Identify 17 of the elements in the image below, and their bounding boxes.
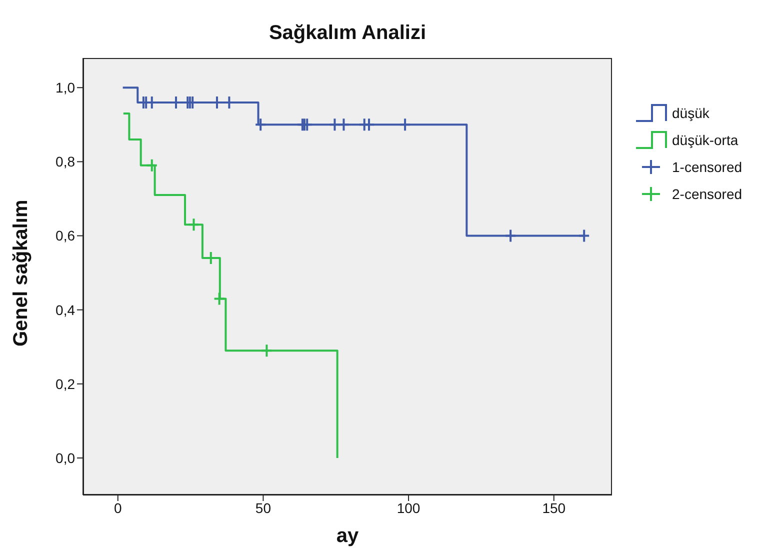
x-tick-label: 100 (396, 500, 420, 516)
y-axis-title: Genel sağkalım (10, 200, 32, 346)
y-tick-label: 0,6 (56, 228, 76, 244)
y-tick-label: 0,0 (56, 450, 76, 466)
x-axis-title: ay (336, 525, 360, 547)
legend-label: 2-censored (672, 186, 742, 202)
legend-label: düşük (672, 104, 710, 120)
x-tick-label: 50 (255, 500, 272, 516)
y-tick-label: 0,4 (56, 302, 76, 318)
y-tick-label: 0,8 (56, 154, 76, 170)
x-tick-label: 150 (542, 500, 566, 516)
x-tick-label: 0 (114, 500, 122, 516)
y-tick-label: 0,2 (56, 376, 76, 392)
legend-label: düşük-orta (672, 132, 738, 148)
chart-title: Sağkalım Analizi (268, 22, 428, 45)
y-tick-label: 1,0 (56, 80, 76, 96)
legend-label: 1-censored (672, 158, 742, 174)
